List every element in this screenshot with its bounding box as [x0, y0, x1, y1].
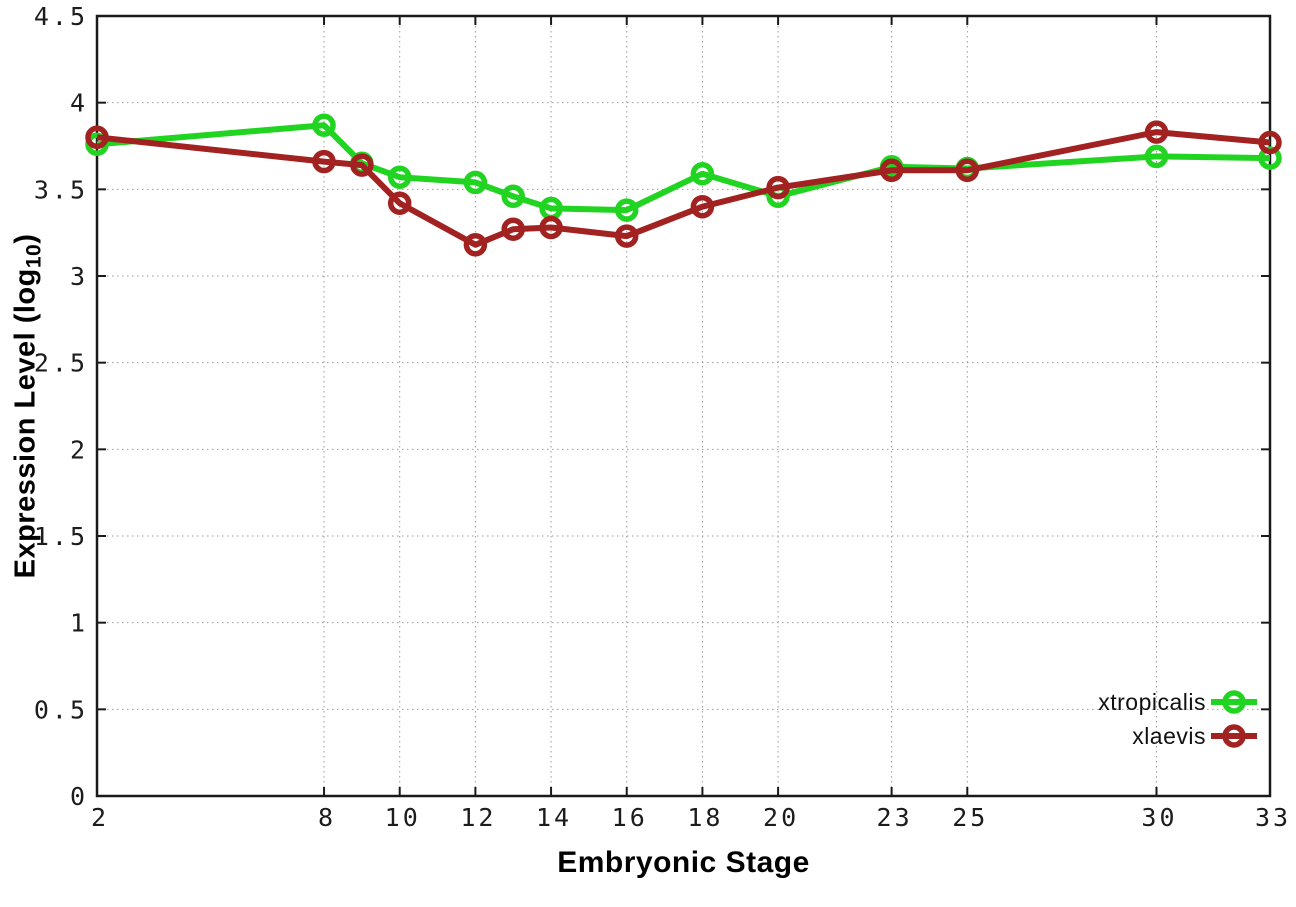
- data-point-xlaevis: [1144, 120, 1169, 144]
- data-point-xlaevis: [1258, 130, 1282, 155]
- x-tick-label: 10: [385, 803, 421, 832]
- y-axis-title-main: Expression Level (log: [9, 268, 42, 579]
- x-tick-label: 30: [1141, 803, 1177, 832]
- y-axis-title-subscript: 10: [22, 243, 46, 269]
- x-tick-label: 25: [952, 803, 988, 832]
- data-point-xtropicalis: [690, 161, 715, 186]
- data-point-xlaevis: [766, 175, 790, 200]
- y-axis-title: Expression Level (log10): [10, 234, 47, 579]
- series-line-xlaevis: [96, 129, 1271, 248]
- data-point-xtropicalis: [1144, 144, 1169, 169]
- x-tick-label: 33: [1255, 803, 1291, 832]
- x-tick-label: 8: [318, 803, 336, 832]
- data-point-xlaevis: [350, 153, 374, 177]
- legend-label-xtropicalis: xtropicalis: [1098, 689, 1206, 715]
- x-tick-label: 12: [460, 803, 496, 832]
- y-tick-label: 4: [70, 89, 88, 118]
- data-point-xlaevis: [690, 194, 715, 219]
- data-point-xlaevis: [879, 158, 904, 183]
- y-axis-title-close: ): [9, 233, 42, 244]
- y-tick-label: 1.5: [34, 522, 88, 551]
- data-point-xlaevis: [614, 224, 639, 248]
- data-point-xlaevis: [312, 149, 336, 174]
- data-point-xlaevis: [463, 233, 488, 257]
- y-tick-label: 3: [70, 262, 88, 291]
- x-tick-label: 16: [612, 803, 648, 832]
- series-line-xtropicalis: [96, 122, 1271, 214]
- data-point-xtropicalis: [501, 184, 525, 209]
- data-point-xtropicalis: [387, 165, 412, 189]
- legend-marker-xlaevis: [1222, 724, 1246, 748]
- data-point-xlaevis: [387, 191, 412, 215]
- y-tick-label: 3.5: [34, 175, 88, 204]
- data-point-xlaevis: [539, 215, 563, 240]
- y-tick-label: 4.5: [34, 2, 88, 31]
- y-tick-label: 1: [70, 609, 88, 638]
- y-tick-label: 2.5: [34, 349, 88, 378]
- data-point-xlaevis: [501, 217, 525, 241]
- data-point-xtropicalis: [614, 198, 639, 222]
- x-axis-title: Embryonic Stage: [557, 846, 810, 879]
- x-tick-label: 2: [91, 803, 109, 832]
- y-tick-label: 2: [70, 435, 88, 464]
- data-point-xtropicalis: [463, 170, 488, 195]
- y-tick-label: 0: [70, 782, 88, 811]
- legend-entry-xtropicalis: xtropicalis: [1098, 689, 1257, 715]
- x-tick-label: 23: [877, 803, 913, 832]
- data-point-xlaevis: [85, 125, 109, 150]
- data-point-xtropicalis: [312, 113, 336, 137]
- data-point-xlaevis: [955, 158, 980, 183]
- legend-label-xlaevis: xlaevis: [1132, 723, 1206, 749]
- x-tick-label: 14: [536, 803, 572, 832]
- y-tick-label: 0.5: [34, 695, 88, 724]
- legend-entry-xlaevis: xlaevis: [1132, 723, 1257, 749]
- legend-marker-xtropicalis: [1222, 690, 1246, 714]
- x-tick-label: 18: [687, 803, 723, 832]
- plot-border: [95, 14, 1272, 798]
- x-tick-label: 20: [763, 803, 799, 832]
